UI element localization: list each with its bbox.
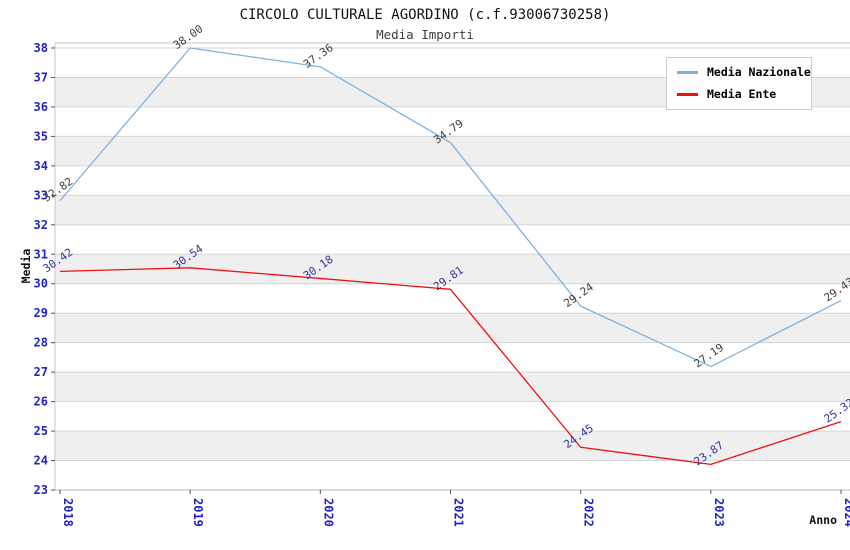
x-tick-label: 2018: [61, 498, 75, 527]
grid-band: [55, 313, 850, 343]
grid-band: [55, 195, 850, 225]
x-tick-label: 2020: [321, 498, 335, 527]
y-tick-label: 24: [34, 454, 48, 468]
y-tick-label: 37: [34, 70, 48, 84]
chart-title: CIRCOLO CULTURALE AGORDINO (c.f.93006730…: [240, 7, 611, 23]
legend-line-marker-nazionale: [677, 70, 698, 74]
x-tick-label: 2022: [582, 498, 596, 527]
legend: Media Nazionale Media Ente: [666, 57, 812, 110]
y-tick-label: 27: [34, 365, 48, 379]
series-line-media-nazionale: [59, 47, 842, 368]
y-axis-label: Media: [19, 249, 33, 284]
y-tick-label: 31: [34, 247, 48, 261]
x-tick-label: 2024: [842, 498, 850, 527]
y-tick-label: 36: [34, 100, 48, 114]
y-tick-label: 34: [34, 159, 48, 173]
legend-item-media-ente: Media Ente: [677, 87, 801, 101]
y-tick-label: 35: [34, 129, 48, 143]
chart-subtitle: Media Importi: [376, 27, 474, 42]
x-axis-label: Anno: [809, 513, 837, 527]
x-tick-label: 2023: [712, 498, 726, 527]
y-tick-label: 32: [34, 218, 48, 232]
legend-line-marker-ente: [677, 92, 698, 96]
y-tick-label: 29: [34, 306, 48, 320]
y-tick-label: 26: [34, 395, 48, 409]
data-point-label: 29.24: [561, 280, 596, 310]
y-tick-label: 38: [34, 41, 48, 55]
gridlines-layer: [51, 42, 850, 494]
y-tick-label: 25: [34, 424, 48, 438]
grid-band: [55, 254, 850, 284]
series-layer: [59, 47, 842, 466]
x-tick-label: 2021: [452, 498, 466, 527]
grid-band: [55, 431, 850, 461]
legend-item-media-nazionale: Media Nazionale: [677, 65, 811, 79]
grid-bands-layer: [55, 77, 850, 461]
grid-band: [55, 136, 850, 166]
series-line-media-ente: [59, 267, 842, 466]
y-tick-label: 33: [34, 188, 48, 202]
legend-label-media-nazionale: Media Nazionale: [707, 65, 811, 79]
y-tick-label: 23: [34, 483, 48, 497]
y-tick-label: 28: [34, 336, 48, 350]
y-tick-label: 30: [34, 277, 48, 291]
grid-band: [55, 372, 850, 402]
x-tick-label: 2019: [191, 498, 205, 527]
legend-label-media-ente: Media Ente: [707, 87, 777, 101]
